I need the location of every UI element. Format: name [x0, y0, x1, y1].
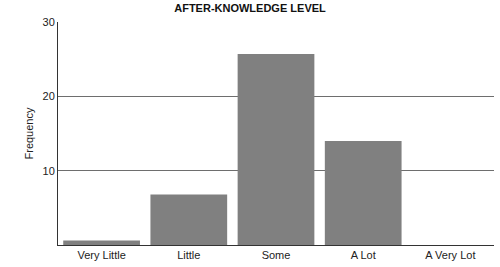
svg-text:30: 30 [43, 16, 55, 28]
svg-text:AFTER-KNOWLEDGE LEVEL: AFTER-KNOWLEDGE LEVEL [174, 2, 326, 14]
svg-text:A Very Lot: A Very Lot [425, 249, 475, 261]
svg-text:Some: Some [262, 249, 291, 261]
svg-text:Little: Little [177, 249, 200, 261]
svg-text:10: 10 [43, 165, 55, 177]
svg-text:Frequency: Frequency [23, 107, 35, 159]
svg-text:Very Little: Very Little [77, 249, 125, 261]
svg-text:20: 20 [43, 90, 55, 102]
svg-text:A Lot: A Lot [351, 249, 376, 261]
